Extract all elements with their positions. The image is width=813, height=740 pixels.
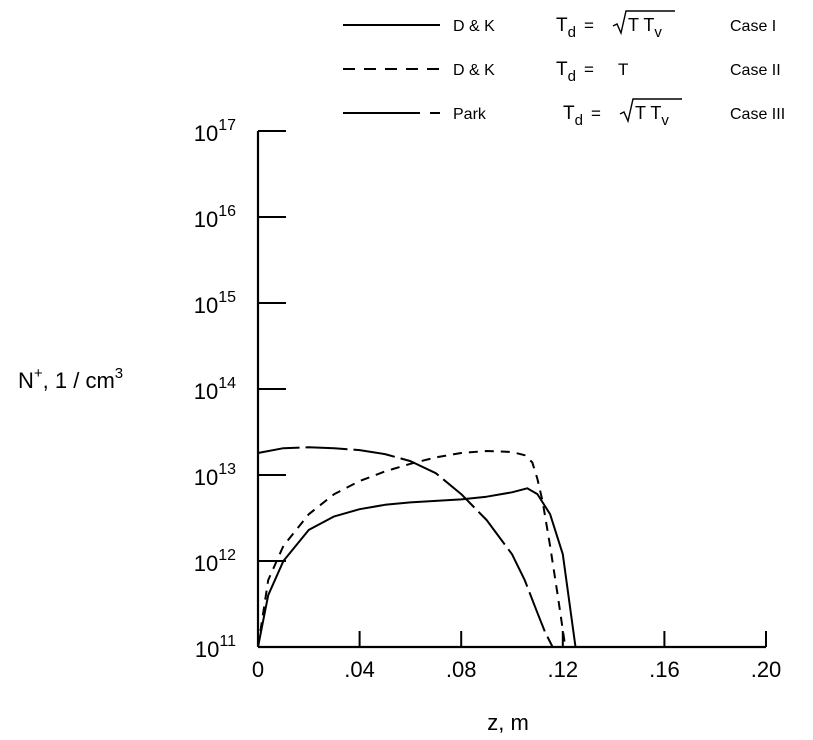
- series-line-case-1: [257, 487, 577, 648]
- y-axis-label-unit-sup: 3: [115, 365, 123, 382]
- legend: D & K Td = T Tv Case I D & K Td = T Case II Park Td…: [343, 10, 785, 129]
- legend-model-name: D & K: [453, 62, 495, 79]
- y-axis-label: N+, 1 / cm3: [18, 365, 123, 393]
- x-tick-label: 0: [252, 657, 264, 682]
- y-axis-label-sup: +: [34, 365, 43, 382]
- legend-case-label: Case II: [730, 62, 781, 79]
- series-line-case-2: [257, 450, 567, 648]
- legend-model-name: Park: [453, 106, 487, 123]
- x-tick-label: .08: [446, 657, 477, 682]
- series-lines: [257, 446, 577, 648]
- y-axis-label-rest: , 1 / cm: [43, 368, 115, 393]
- legend-formula-rhs: T Tv: [635, 103, 669, 129]
- x-tick-label: .16: [649, 657, 680, 682]
- legend-formula: Td =: [563, 103, 601, 129]
- legend-formula-rhs: T: [618, 60, 628, 79]
- legend-sqrt-icon: [619, 98, 682, 124]
- y-tick-label: 1015: [194, 289, 236, 318]
- ticks: 0 .04 .08 .12 .16 .20 1011 1012 1013 1014 1015 1016…: [194, 117, 782, 682]
- legend-model-name: D & K: [453, 18, 495, 35]
- y-tick-label: 1014: [194, 375, 236, 404]
- series-line-case-3: [257, 446, 554, 648]
- y-tick-label: 1012: [194, 547, 236, 576]
- legend-case-label: Case III: [730, 106, 785, 123]
- y-axis-label-main: N: [18, 368, 34, 393]
- legend-formula: Td =: [556, 15, 594, 41]
- y-tick-label: 1011: [195, 633, 236, 662]
- x-tick-label: .12: [548, 657, 579, 682]
- legend-formula-rhs: T Tv: [628, 15, 662, 41]
- axes: [256, 131, 766, 649]
- x-axis-label: z, m: [487, 710, 529, 735]
- x-tick-label: .04: [344, 657, 375, 682]
- y-tick-label: 1016: [194, 203, 236, 232]
- y-tick-label: 1013: [194, 461, 236, 490]
- x-tick-label: .20: [751, 657, 782, 682]
- legend-sqrt-icon: [612, 10, 675, 36]
- legend-case-label: Case I: [730, 18, 776, 35]
- legend-formula: Td =: [556, 59, 594, 85]
- y-tick-label: 1017: [194, 117, 236, 146]
